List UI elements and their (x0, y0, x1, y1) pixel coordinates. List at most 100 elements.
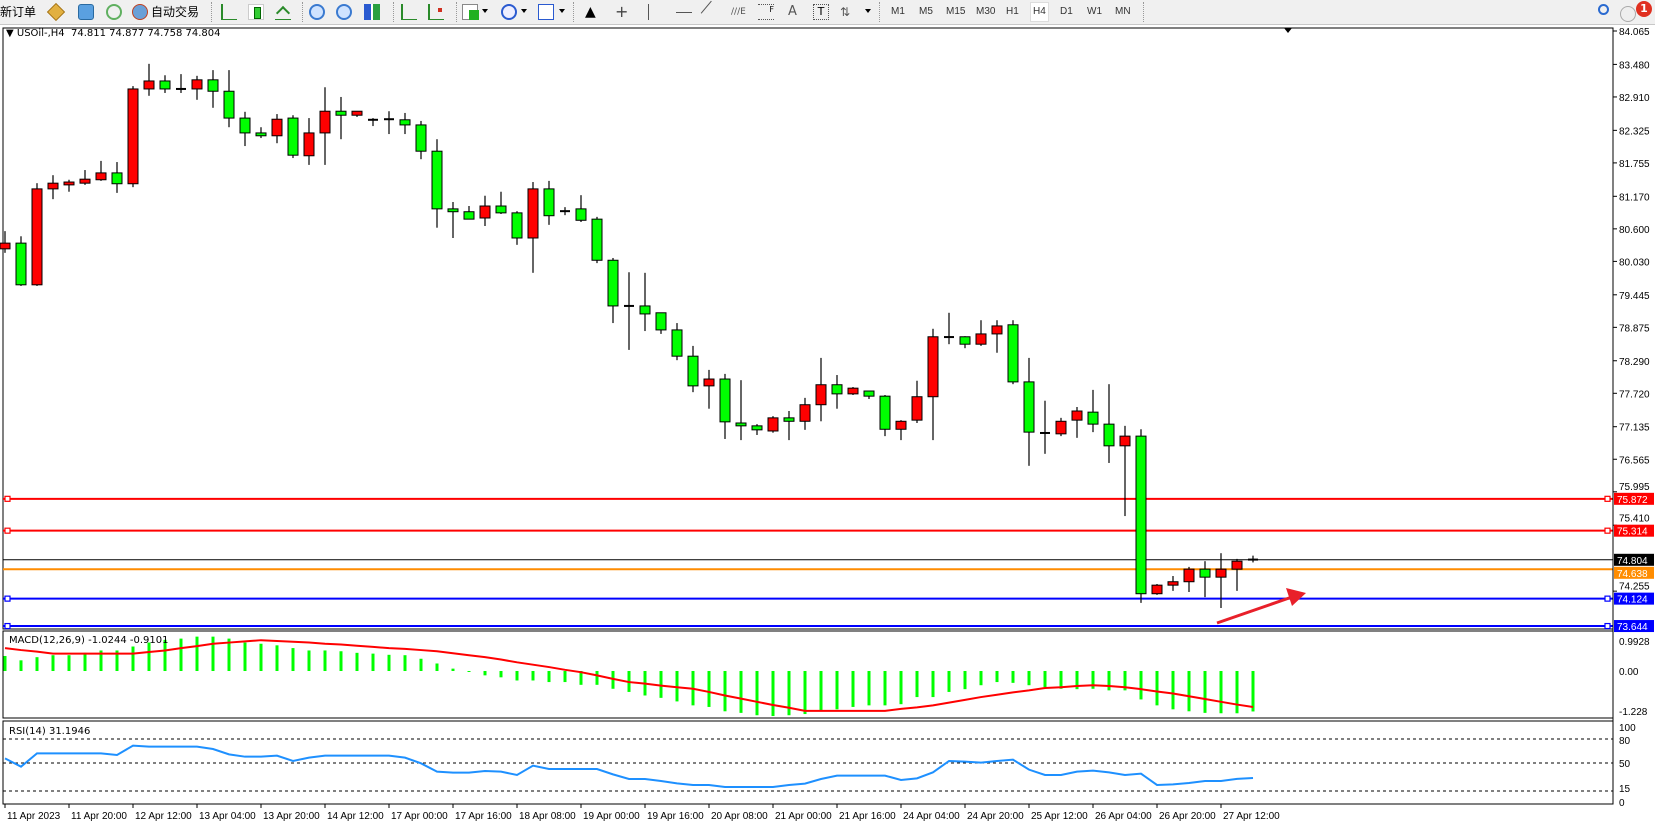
zoom-in-icon[interactable] (309, 4, 325, 20)
macd-histogram-bar (915, 671, 919, 698)
candle (511, 211, 523, 245)
timeframe-d1[interactable]: D1 (1060, 6, 1073, 17)
price-tag-label: 75.872 (1617, 495, 1648, 506)
candle-body (527, 188, 539, 239)
time-axis-label: 19 Apr 00:00 (583, 811, 640, 822)
periods-dropdown-icon[interactable] (521, 9, 527, 13)
candle (351, 110, 363, 117)
candle-body (191, 79, 203, 90)
macd-histogram-bar (1139, 671, 1143, 700)
candle-body (783, 417, 795, 422)
candle (1151, 584, 1163, 595)
periods-icon[interactable] (501, 4, 517, 20)
autoscroll-icon[interactable] (428, 4, 444, 20)
timeframe-m30[interactable]: M30 (976, 6, 996, 17)
macd-histogram-bar (19, 660, 23, 671)
candle-body (831, 384, 843, 395)
tile-windows-icon[interactable] (364, 4, 380, 20)
candle (655, 312, 667, 334)
candle-body (639, 305, 651, 315)
auto-trading-button[interactable]: 自动交易 (151, 5, 200, 19)
toolbar-separator (573, 2, 575, 22)
macd-histogram-bar (179, 638, 183, 671)
indicators-icon[interactable] (462, 4, 479, 20)
timeframe-w1[interactable]: W1 (1087, 6, 1102, 17)
candle-body (127, 88, 139, 185)
candle (527, 182, 539, 273)
candle-body (111, 172, 123, 185)
time-axis-label: 12 Apr 12:00 (135, 811, 192, 822)
candle (1135, 429, 1147, 603)
templates-icon[interactable] (538, 4, 554, 20)
chart-shift-marker-icon (1284, 28, 1292, 33)
line-chart-icon[interactable] (275, 4, 291, 21)
macd-histogram-bar (51, 655, 55, 671)
horizontal-line-icon[interactable] (676, 12, 692, 13)
candle-body (1071, 410, 1083, 421)
macd-histogram-bar (547, 671, 551, 683)
macd-histogram-bar (387, 654, 391, 671)
time-axis-label: 21 Apr 00:00 (775, 811, 832, 822)
timeframe-h4[interactable]: H4 (1030, 2, 1049, 22)
candle (607, 257, 619, 324)
zoom-out-icon[interactable] (336, 4, 352, 20)
candle (95, 160, 107, 181)
crosshair-icon[interactable]: + (615, 2, 629, 21)
trendline-icon[interactable] (700, 0, 724, 24)
candle-body (207, 79, 219, 92)
candle (127, 86, 139, 188)
macd-histogram-bar (83, 652, 87, 671)
macd-histogram-bar (835, 671, 839, 710)
candle-body (31, 188, 43, 286)
candle-body (0, 242, 11, 250)
macd-histogram-bar (115, 650, 119, 671)
vertical-line-icon[interactable] (648, 4, 649, 20)
candle (991, 320, 1003, 353)
market-watch-icon[interactable] (46, 2, 66, 22)
timeframe-h1[interactable]: H1 (1006, 6, 1019, 17)
chart-shift-icon[interactable] (401, 4, 417, 20)
timeframe-m15[interactable]: M15 (946, 6, 966, 17)
collapse-triangle-icon[interactable]: ▼ (6, 28, 14, 39)
new-order-button[interactable]: 新订单 (0, 5, 37, 19)
toolbar-separator (302, 2, 304, 22)
macd-histogram-bar (819, 671, 823, 711)
text-icon[interactable]: A (788, 4, 797, 19)
price-tag (1614, 620, 1654, 633)
chart-canvas[interactable]: 84.065 83.480 82.910 82.325 81.755 81.170 80.6… (0, 25, 1655, 827)
candlestick-icon[interactable] (248, 4, 264, 20)
candle-body (799, 404, 811, 422)
text-label-icon[interactable]: T (813, 4, 829, 20)
arrows-icon[interactable]: ⇅ (840, 5, 851, 19)
fibo-fan-icon[interactable]: F (758, 4, 774, 20)
candle-body (255, 132, 267, 137)
signal-icon[interactable] (106, 4, 122, 20)
data-window-icon[interactable] (78, 4, 94, 20)
arrows-dropdown-icon[interactable] (865, 9, 871, 13)
candle-body (607, 259, 619, 307)
notification-icon[interactable] (1620, 6, 1636, 22)
line-anchor-handle (1604, 595, 1611, 602)
timeframe-mn[interactable]: MN (1115, 6, 1131, 17)
timeframe-m5[interactable]: M5 (919, 6, 933, 17)
search-icon[interactable] (1598, 4, 1609, 15)
candle (368, 118, 378, 127)
auto-trading-icon[interactable] (132, 4, 148, 20)
notification-badge[interactable]: 1 (1636, 1, 1652, 17)
chart-window[interactable]: 84.065 83.480 82.910 82.325 81.755 81.170 80.6… (0, 25, 1655, 827)
bar-chart-icon[interactable] (221, 4, 237, 20)
price-tick-label: 80.030 (1619, 257, 1650, 268)
time-axis-label: 11 Apr 2023 (7, 811, 61, 822)
macd-histogram-bar (355, 652, 359, 671)
macd-histogram-bar (563, 671, 567, 683)
templates-dropdown-icon[interactable] (559, 9, 565, 13)
macd-histogram-bar (435, 663, 439, 671)
cursor-icon[interactable]: ▲ (585, 4, 596, 20)
macd-histogram-bar (947, 671, 951, 692)
line-anchor-handle (4, 495, 11, 502)
timeframe-m1[interactable]: M1 (891, 6, 905, 17)
macd-histogram-bar (1171, 671, 1175, 710)
fibonacci-icon[interactable]: ///E (731, 7, 746, 17)
candle-body (143, 80, 155, 90)
indicators-dropdown-icon[interactable] (482, 9, 488, 13)
